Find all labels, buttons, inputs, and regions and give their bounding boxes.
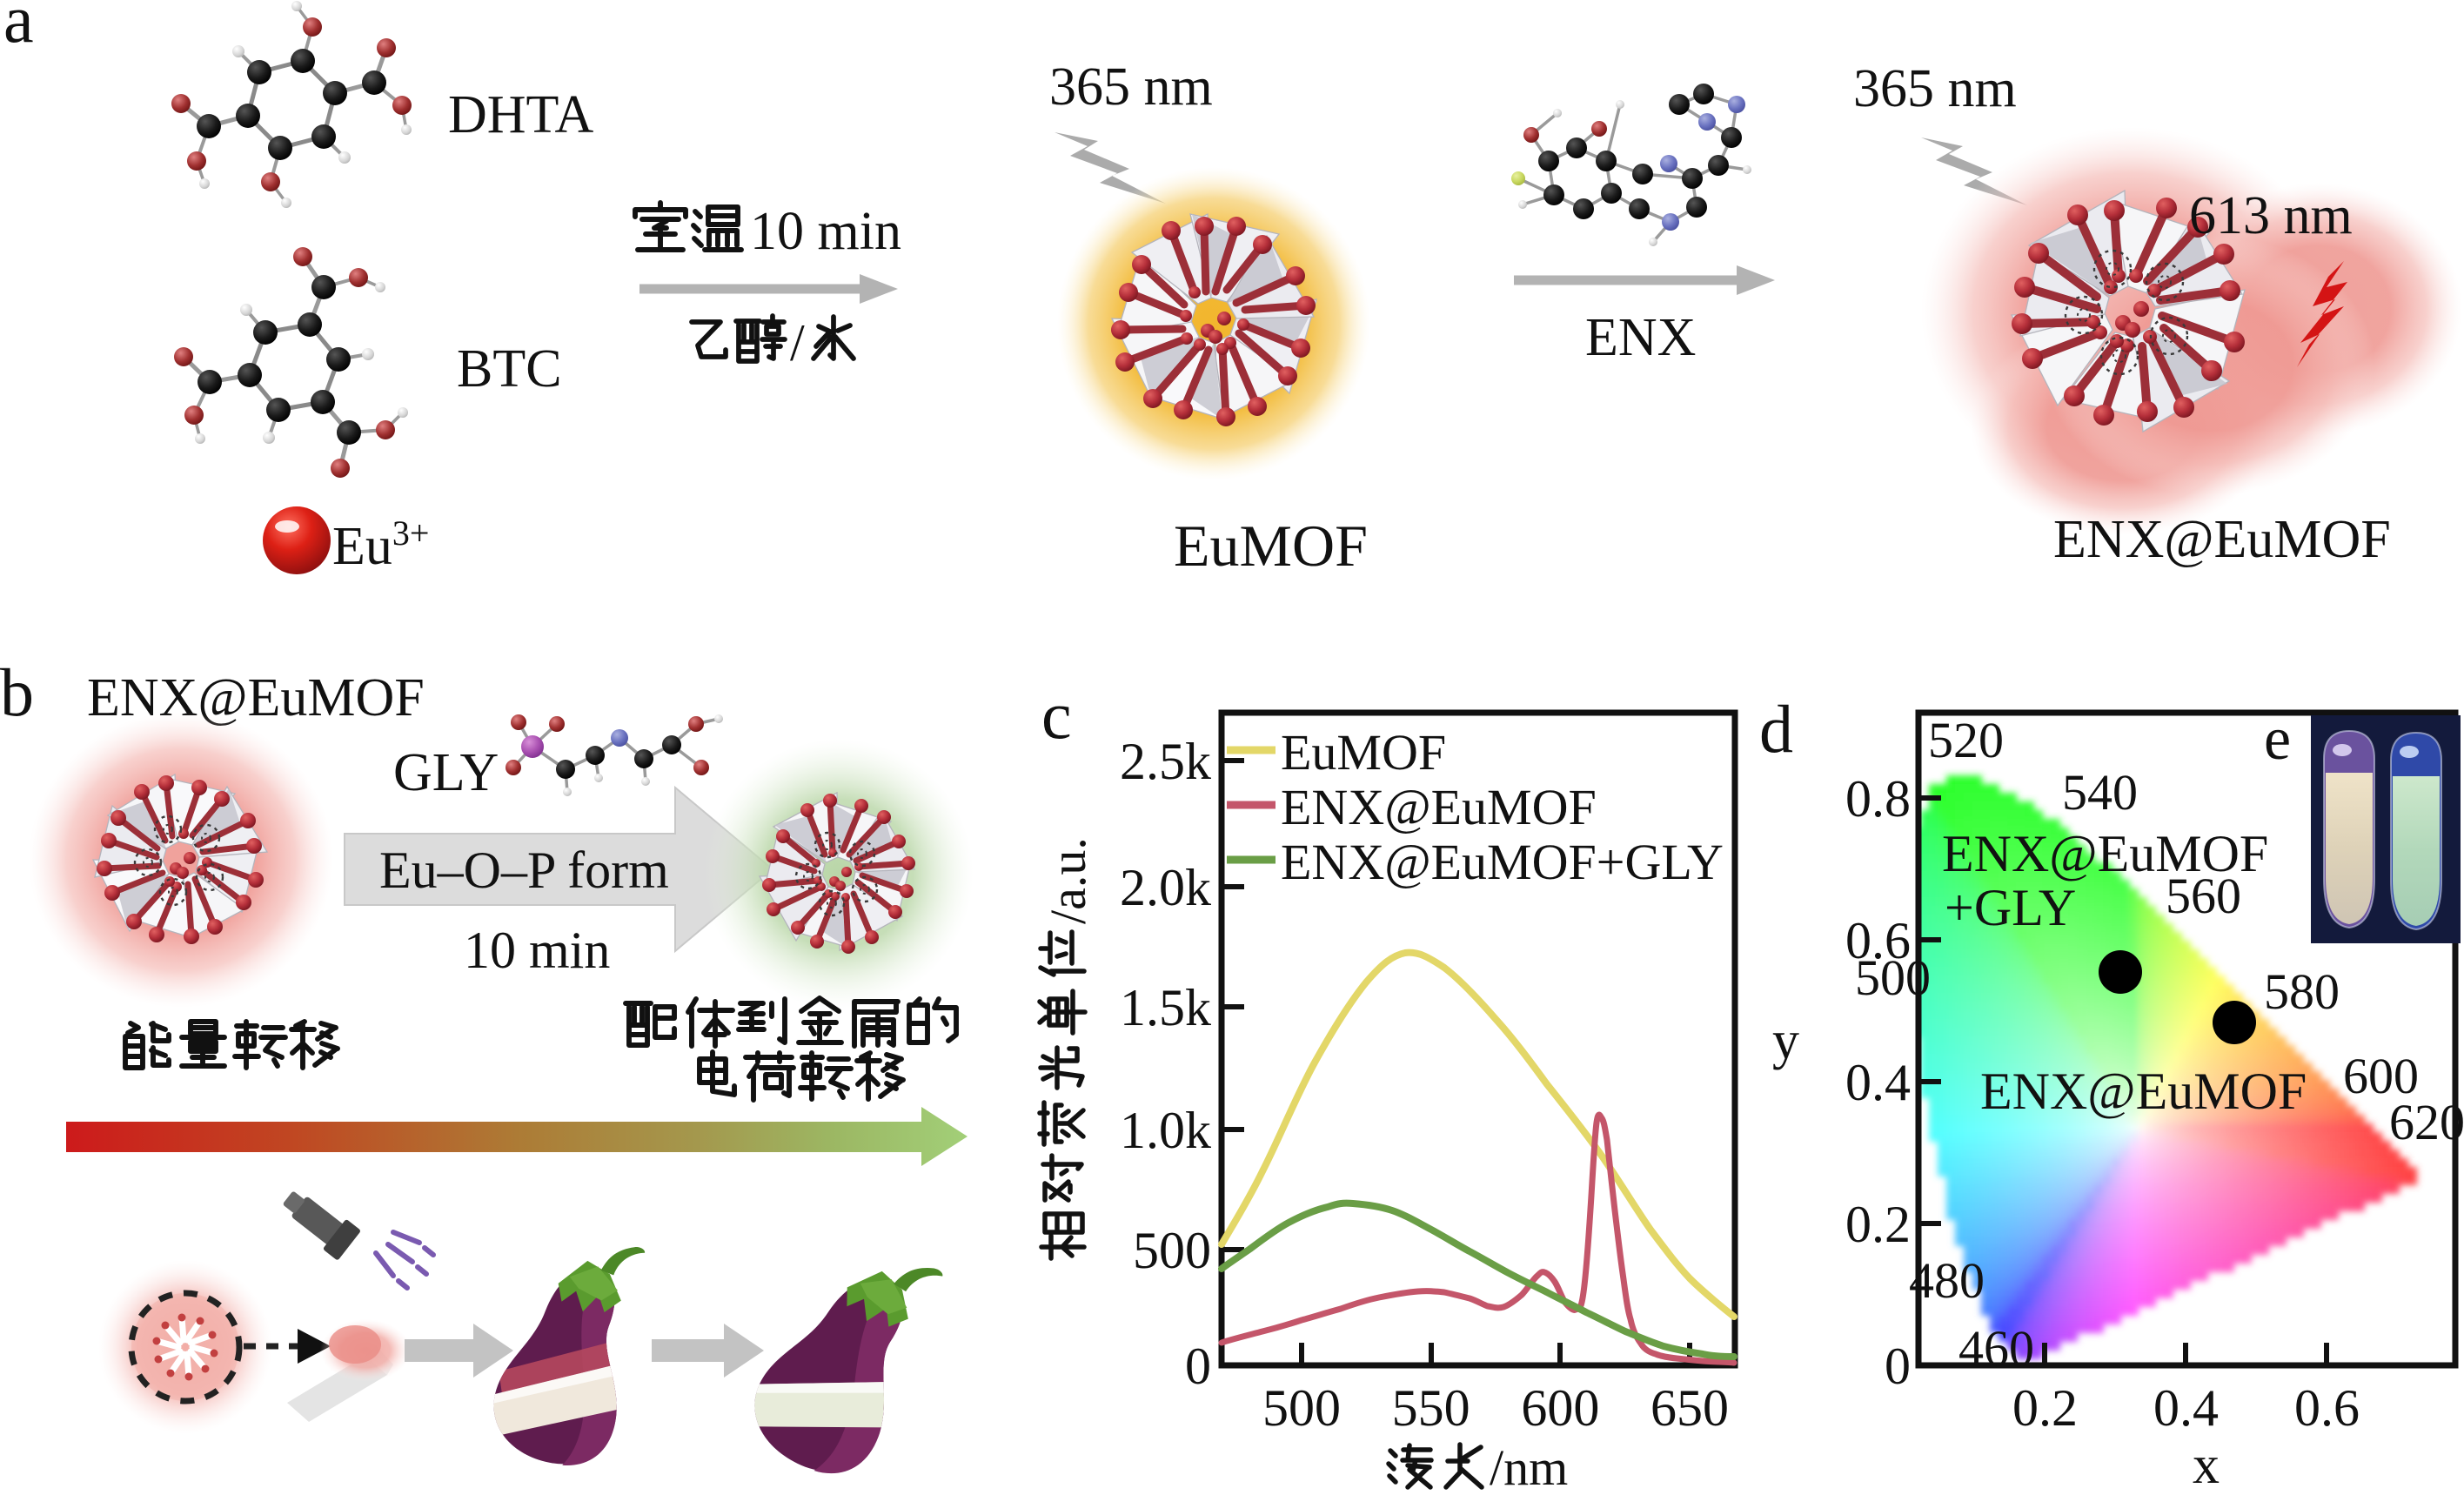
- svg-text:0: 0: [1185, 1337, 1211, 1395]
- svg-text:365 nm: 365 nm: [1049, 57, 1213, 117]
- svg-text:650: 650: [1650, 1379, 1729, 1437]
- svg-text:d: d: [1759, 691, 1793, 767]
- svg-text:0.6: 0.6: [1845, 912, 1911, 969]
- svg-text:c: c: [1041, 677, 1072, 753]
- svg-text:0.8: 0.8: [1845, 770, 1911, 828]
- svg-text:ENX: ENX: [1585, 308, 1696, 367]
- svg-text:365 nm: 365 nm: [1853, 59, 2017, 118]
- svg-text:/a.u.: /a.u.: [1040, 837, 1096, 924]
- svg-text:1.5k: 1.5k: [1120, 979, 1211, 1036]
- svg-text:620: 620: [2389, 1094, 2464, 1150]
- svg-text:2.0k: 2.0k: [1120, 859, 1211, 916]
- svg-text:540: 540: [2062, 764, 2138, 821]
- svg-text:x: x: [2193, 1436, 2220, 1495]
- svg-text:1.0k: 1.0k: [1120, 1102, 1211, 1159]
- svg-text:10 min: 10 min: [750, 202, 901, 261]
- svg-text:GLY: GLY: [393, 743, 499, 802]
- svg-text:b: b: [0, 654, 34, 730]
- svg-text:/nm: /nm: [1490, 1439, 1568, 1495]
- svg-text:e: e: [2264, 706, 2291, 773]
- svg-text:0.4: 0.4: [2153, 1379, 2219, 1437]
- svg-text:ENX@EuMOF: ENX@EuMOF: [2053, 510, 2391, 569]
- svg-text:a: a: [3, 0, 34, 57]
- svg-text:613 nm: 613 nm: [2189, 186, 2353, 245]
- svg-text:0.2: 0.2: [2012, 1379, 2078, 1437]
- svg-text:460: 460: [1958, 1320, 2034, 1377]
- svg-text:500: 500: [1262, 1379, 1341, 1437]
- svg-text:ENX@EuMOF: ENX@EuMOF: [1281, 779, 1597, 835]
- svg-text:600: 600: [2343, 1048, 2419, 1104]
- svg-text:560: 560: [2166, 868, 2241, 924]
- svg-text:EuMOF: EuMOF: [1174, 513, 1368, 579]
- svg-text:DHTA: DHTA: [448, 85, 593, 144]
- svg-text:0.2: 0.2: [1845, 1196, 1911, 1253]
- svg-text:0: 0: [1885, 1337, 1911, 1395]
- svg-text:500: 500: [1855, 949, 1931, 1006]
- svg-text:520: 520: [1928, 712, 2004, 768]
- svg-text:Eu–O–P form: Eu–O–P form: [379, 841, 669, 899]
- svg-text:500: 500: [1133, 1222, 1211, 1279]
- svg-text:550: 550: [1392, 1379, 1470, 1437]
- svg-text:ENX@EuMOF+GLY: ENX@EuMOF+GLY: [1281, 834, 1724, 890]
- svg-text:2.5k: 2.5k: [1120, 733, 1211, 790]
- svg-text:EuMOF: EuMOF: [1281, 724, 1446, 781]
- svg-text:ENX@EuMOF: ENX@EuMOF: [1942, 825, 2268, 882]
- svg-text:10 min: 10 min: [464, 922, 610, 979]
- svg-text:0.6: 0.6: [2294, 1379, 2360, 1437]
- svg-text:480: 480: [1909, 1252, 1985, 1309]
- svg-text:BTC: BTC: [457, 339, 562, 399]
- svg-text:ENX@EuMOF: ENX@EuMOF: [1980, 1063, 2307, 1120]
- svg-text:y: y: [1772, 1011, 1799, 1070]
- svg-text:600: 600: [1521, 1379, 1599, 1437]
- svg-text:0.4: 0.4: [1845, 1054, 1911, 1111]
- svg-text:/: /: [790, 314, 805, 372]
- svg-text:580: 580: [2264, 963, 2340, 1020]
- svg-text:+GLY: +GLY: [1945, 879, 2076, 936]
